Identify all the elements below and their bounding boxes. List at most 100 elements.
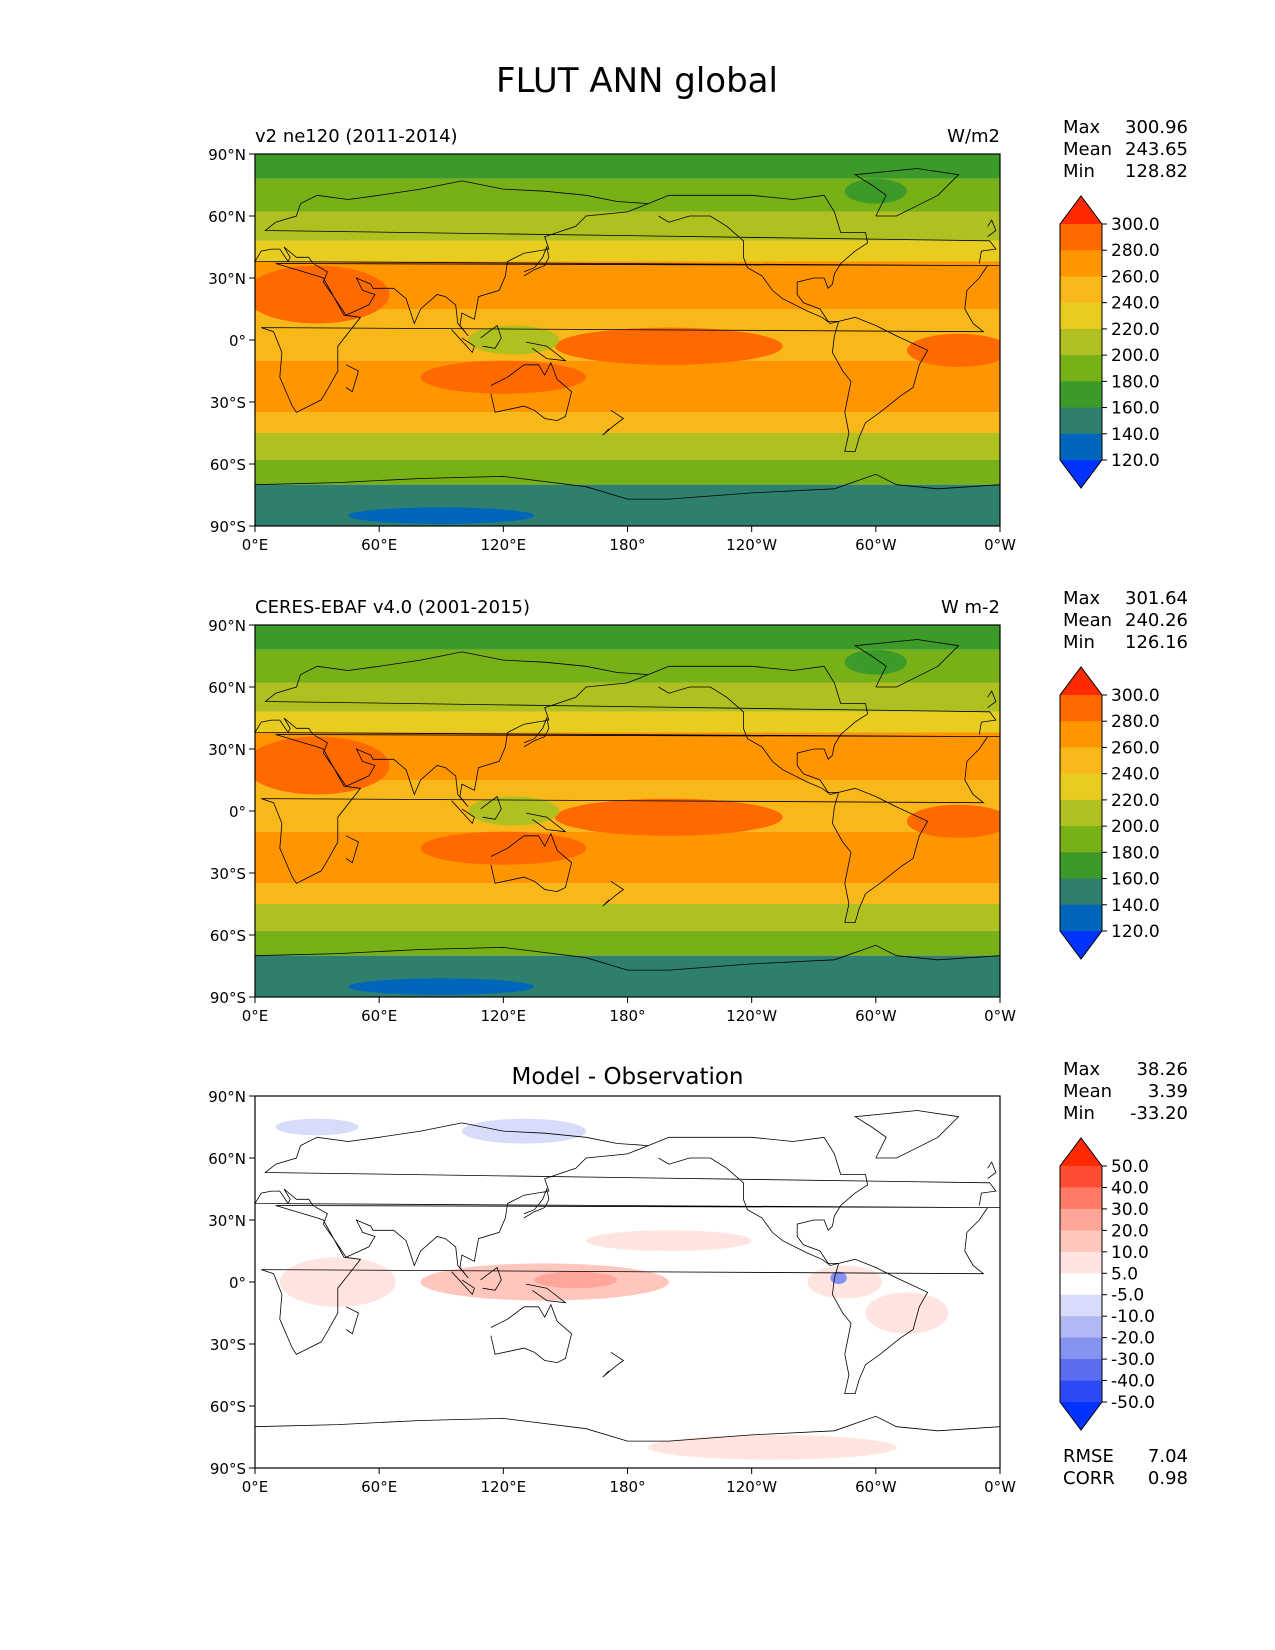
- lon-tick-label: 0°W: [984, 1478, 1016, 1496]
- lat-tick-label: 30°N: [208, 741, 246, 759]
- lon-tick-label: 0°E: [242, 1007, 269, 1025]
- field-blob: [830, 1271, 847, 1285]
- colorbar-tick-label: 260.0: [1111, 267, 1160, 287]
- field-band: [255, 904, 1000, 931]
- colorbar-tick-label: 120.0: [1111, 451, 1160, 471]
- colorbar-segment: [1060, 799, 1102, 827]
- stat-mean-label: Mean: [1063, 1081, 1112, 1102]
- colorbar-tick-label: 260.0: [1111, 738, 1160, 758]
- stat-rmse-label: RMSE: [1063, 1446, 1114, 1467]
- field-blob: [844, 649, 907, 675]
- lon-tick-label: 180°: [609, 1007, 645, 1025]
- lon-tick-label: 60°E: [361, 1007, 397, 1025]
- colorbar-tick-label: 120.0: [1111, 922, 1160, 942]
- colorbar-tick-label: 240.0: [1111, 765, 1160, 785]
- colorbar-segment: [1060, 1230, 1102, 1253]
- colorbar-extend-max: [1060, 667, 1102, 695]
- colorbar-tick-label: 200.0: [1111, 817, 1160, 837]
- stat-rmse-value: 7.04: [1148, 1446, 1188, 1467]
- colorbar-segment: [1060, 1166, 1102, 1188]
- field-blob: [586, 1230, 752, 1251]
- stat-min-value: -33.20: [1130, 1103, 1188, 1124]
- lat-tick-label: 60°S: [210, 456, 246, 474]
- stat-min-value: 128.82: [1125, 161, 1188, 182]
- stat-mean-value: 240.26: [1125, 610, 1188, 631]
- colorbar-tick-label: 140.0: [1111, 896, 1160, 916]
- colorbar-extend-min: [1060, 931, 1102, 959]
- lon-tick-label: 0°E: [242, 536, 269, 554]
- colorbar-tick-label: 300.0: [1111, 215, 1160, 235]
- stat-min-label: Min: [1063, 161, 1095, 182]
- field-blob: [468, 796, 560, 826]
- lat-tick-label: 0°: [229, 332, 246, 350]
- colorbar-segment: [1060, 355, 1102, 382]
- lon-tick-label: 60°W: [855, 1478, 897, 1496]
- colorbar-segment: [1060, 1187, 1102, 1210]
- colorbar-tick-label: 50.0: [1111, 1157, 1149, 1177]
- field-band: [255, 883, 1000, 904]
- lon-tick-label: 0°W: [984, 1007, 1016, 1025]
- stat-max-label: Max: [1063, 1059, 1101, 1080]
- stat-max-label: Max: [1063, 588, 1101, 609]
- colorbar-segment: [1060, 250, 1102, 277]
- field-band: [255, 240, 1000, 262]
- colorbar-segment: [1060, 328, 1102, 356]
- colorbar-tick-label: 300.0: [1111, 686, 1160, 706]
- lon-tick-label: 0°W: [984, 536, 1016, 554]
- stat-mean-value: 3.39: [1148, 1081, 1188, 1102]
- lat-tick-label: 30°N: [208, 270, 246, 288]
- colorbar-segment: [1060, 1337, 1102, 1360]
- colorbar-segment: [1060, 1380, 1102, 1403]
- colorbar-tick-label: 220.0: [1111, 791, 1160, 811]
- lon-tick-label: 120°W: [726, 1007, 777, 1025]
- panels: v2 ne120 (2011-2014) W/m2 90°N 60°N 30°N 0° 30…: [208, 117, 1188, 1496]
- lat-tick-label: 90°S: [210, 1460, 246, 1478]
- field-blob: [348, 507, 535, 524]
- colorbar-segment: [1060, 1208, 1102, 1231]
- colorbar-tick-label: 200.0: [1111, 346, 1160, 366]
- lon-tick-label: 120°W: [726, 536, 777, 554]
- colorbar-tick-label: -5.0: [1111, 1286, 1144, 1306]
- lat-tick-label: 90°N: [208, 146, 246, 164]
- stat-max-value: 300.96: [1125, 117, 1188, 138]
- colorbar-segment: [1060, 276, 1102, 304]
- lon-tick-label: 120°W: [726, 1478, 777, 1496]
- colorbar-tick-label: 180.0: [1111, 843, 1160, 863]
- lat-tick-label: 60°S: [210, 927, 246, 945]
- field-blob: [420, 831, 587, 865]
- colorbar-tick-label: -30.0: [1111, 1350, 1155, 1370]
- lat-tick-label: 60°S: [210, 1398, 246, 1416]
- field-band: [255, 433, 1000, 460]
- stat-max-label: Max: [1063, 117, 1101, 138]
- stat-mean-value: 243.65: [1125, 139, 1188, 160]
- colorbar-segment: [1060, 826, 1102, 853]
- field-blob: [275, 1118, 359, 1136]
- colorbar-segment: [1060, 407, 1102, 435]
- colorbar-segment: [1060, 878, 1102, 906]
- stat-max-value: 38.26: [1136, 1059, 1188, 1080]
- colorbar-segment: [1060, 721, 1102, 748]
- map-field: [255, 154, 1000, 526]
- colorbar-segment: [1060, 1359, 1102, 1382]
- colorbar-tick-label: 10.0: [1111, 1243, 1149, 1263]
- colorbar-segment: [1060, 1273, 1102, 1296]
- colorbar-segment: [1060, 1316, 1102, 1339]
- colorbar-tick-label: 20.0: [1111, 1221, 1149, 1241]
- colorbar-segment: [1060, 695, 1102, 722]
- lon-tick-label: 180°: [609, 1478, 645, 1496]
- colorbar-segment: [1060, 433, 1102, 461]
- lat-tick-label: 90°N: [208, 1088, 246, 1106]
- lat-tick-label: 30°S: [210, 1336, 246, 1354]
- colorbar-segment: [1060, 224, 1102, 251]
- field-blob: [255, 736, 390, 795]
- stat-max-value: 301.64: [1125, 588, 1188, 609]
- colorbar-tick-label: -10.0: [1111, 1307, 1155, 1327]
- colorbar-tick-label: 280.0: [1111, 712, 1160, 732]
- colorbar-tick-label: 220.0: [1111, 320, 1160, 340]
- figure-title: FLUT ANN global: [496, 61, 778, 101]
- stat-corr-value: 0.98: [1148, 1468, 1188, 1489]
- colorbar-segment: [1060, 904, 1102, 932]
- map-field: [255, 1096, 1000, 1468]
- field-blob: [865, 1292, 949, 1334]
